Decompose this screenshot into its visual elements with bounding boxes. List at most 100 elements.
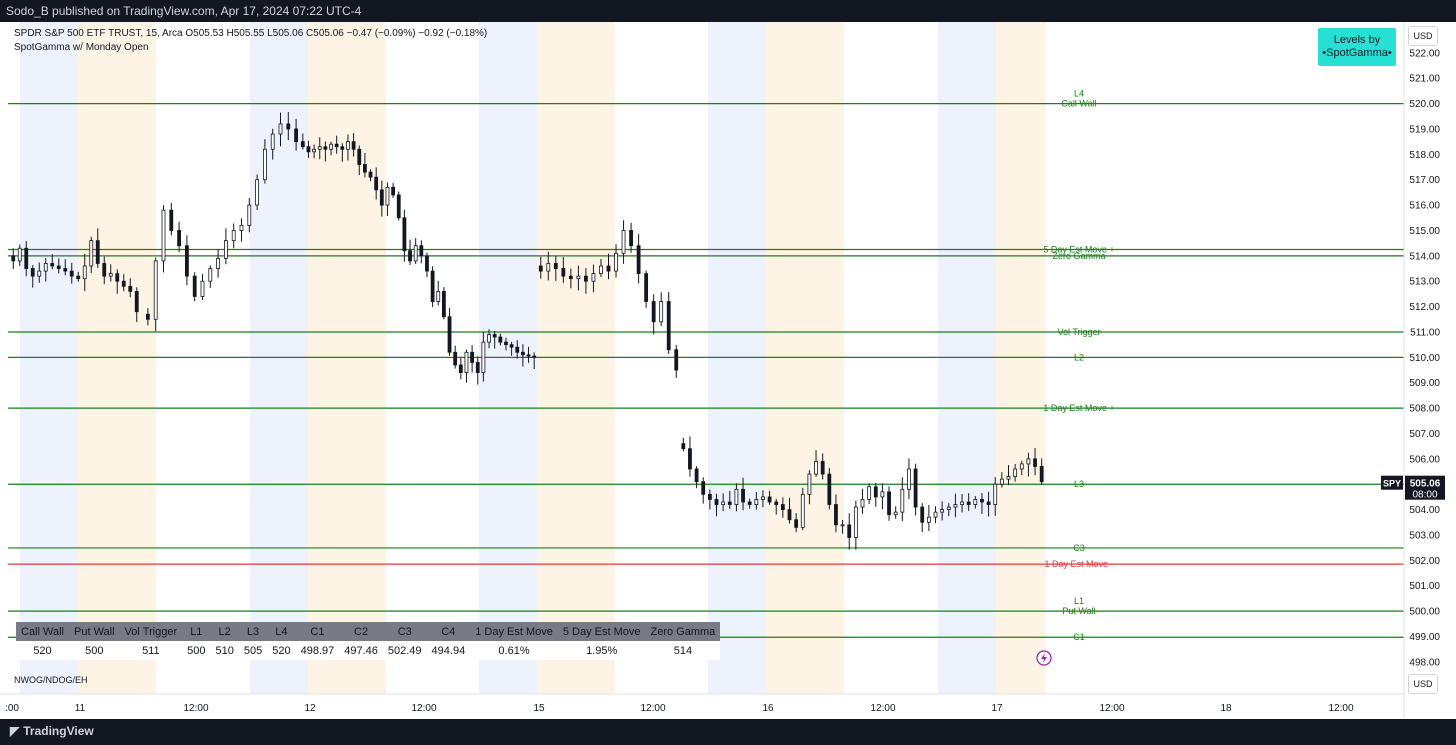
x-tick-label: 12:00 bbox=[1099, 703, 1124, 714]
candle bbox=[946, 503, 951, 517]
table-value-cell: 505 bbox=[238, 641, 268, 660]
candle bbox=[714, 493, 719, 517]
table-value-cell: 514 bbox=[645, 641, 721, 660]
currency-button-lower[interactable]: USD bbox=[1408, 674, 1438, 694]
candle bbox=[834, 494, 838, 533]
candle-body-up bbox=[591, 273, 596, 282]
candle bbox=[694, 466, 699, 489]
badge-line-1: Levels by bbox=[1333, 34, 1381, 46]
candle-body-down bbox=[747, 501, 752, 505]
candle bbox=[688, 436, 692, 477]
candle-body-up bbox=[576, 275, 581, 280]
table-value-cell: 494.94 bbox=[426, 641, 471, 660]
candle-body-up bbox=[900, 488, 905, 513]
candle bbox=[986, 491, 991, 517]
candle bbox=[121, 274, 126, 292]
candle bbox=[734, 483, 739, 512]
candle bbox=[312, 144, 317, 159]
candle-body-down bbox=[177, 230, 182, 247]
candle-body-down bbox=[169, 209, 174, 231]
candle-body-up bbox=[807, 473, 812, 495]
candle-body-down bbox=[453, 351, 458, 366]
currency-button[interactable]: USD bbox=[1408, 26, 1438, 46]
candle bbox=[11, 248, 16, 270]
candle-body-up bbox=[893, 511, 898, 516]
candle bbox=[814, 450, 818, 477]
candle-body-down bbox=[532, 355, 537, 358]
candle-body-down bbox=[192, 275, 197, 297]
candle-body-down bbox=[396, 194, 401, 219]
candle-body-down bbox=[694, 468, 699, 483]
candle-body-up bbox=[89, 240, 94, 267]
candle-body-down bbox=[492, 334, 497, 338]
candle bbox=[860, 488, 865, 514]
table-header-cell: Zero Gamma bbox=[645, 622, 721, 641]
session-band bbox=[938, 22, 996, 694]
candle bbox=[820, 453, 825, 480]
table-value-cell: 500 bbox=[182, 641, 211, 660]
indicator-name[interactable]: SpotGamma w/ Monday Open bbox=[14, 42, 149, 53]
candle-body-down bbox=[584, 275, 588, 282]
tradingview-icon: ◤ bbox=[10, 724, 20, 738]
candle-body-down bbox=[286, 123, 291, 130]
candle-body-up bbox=[481, 341, 486, 373]
candle bbox=[379, 180, 384, 217]
chart-legend: SPDR S&P 500 ETF TRUST, 15, Arca O505.53… bbox=[14, 27, 487, 55]
table-header-cell: C1 bbox=[295, 622, 340, 641]
candle bbox=[334, 135, 339, 154]
candle bbox=[17, 244, 22, 266]
candle-body-down bbox=[714, 499, 719, 505]
candle-body-up bbox=[621, 230, 626, 254]
y-tick-label: 506.00 bbox=[1409, 454, 1440, 465]
tradingview-logo[interactable]: ◤ TradingView bbox=[10, 724, 94, 738]
symbol-description[interactable]: SPDR S&P 500 ETF TRUST, 15, Arca bbox=[14, 28, 183, 39]
candle bbox=[520, 344, 525, 367]
candle bbox=[286, 111, 291, 141]
level-tag: L1 bbox=[1074, 596, 1084, 606]
candle-body-up bbox=[37, 270, 42, 277]
y-tick-label: 519.00 bbox=[1409, 124, 1440, 135]
level-label: Zero Gamma bbox=[1052, 251, 1105, 261]
candle-body-down bbox=[520, 351, 525, 356]
candle-body-down bbox=[76, 275, 81, 280]
candle bbox=[880, 483, 885, 510]
y-tick-label: 499.00 bbox=[1409, 632, 1440, 643]
candle-body-down bbox=[834, 504, 838, 526]
table-value-cell: 498.97 bbox=[295, 641, 340, 660]
candle bbox=[1039, 458, 1044, 485]
candle-body-down bbox=[340, 146, 345, 150]
ohlc-readout: O505.53 H505.55 L505.06 C505.06 −0.47 (−… bbox=[185, 28, 488, 39]
candle-body-down bbox=[707, 493, 712, 500]
level-label: 1 Day Est Move - bbox=[1044, 559, 1113, 569]
alert-icon[interactable] bbox=[1036, 650, 1052, 666]
candle-body-up bbox=[734, 488, 739, 505]
candle-body-up bbox=[436, 290, 441, 302]
candle bbox=[357, 145, 362, 176]
candle bbox=[840, 519, 845, 534]
candle-body-down bbox=[300, 141, 305, 148]
y-tick-label: 520.00 bbox=[1409, 99, 1440, 110]
candle bbox=[953, 493, 958, 518]
candle bbox=[413, 238, 418, 264]
y-tick-label: 504.00 bbox=[1409, 505, 1440, 516]
y-tick-label: 516.00 bbox=[1409, 201, 1440, 212]
candle bbox=[247, 197, 252, 233]
candle bbox=[95, 228, 100, 268]
candle bbox=[644, 270, 649, 308]
lower-indicator-label[interactable]: NWOG/NDOG/EH bbox=[14, 675, 88, 685]
candle bbox=[294, 118, 299, 151]
candle-body-up bbox=[487, 334, 491, 343]
table-value-cell: 510 bbox=[210, 641, 239, 660]
candle-body-up bbox=[940, 509, 945, 513]
candle-body-up bbox=[800, 493, 805, 528]
candle bbox=[453, 345, 458, 369]
candle-body-down bbox=[666, 301, 671, 351]
candle-body-up bbox=[239, 224, 244, 231]
candle bbox=[346, 134, 350, 161]
candle-body-down bbox=[629, 230, 633, 247]
candle bbox=[436, 280, 441, 306]
candle bbox=[767, 491, 772, 505]
lightning-icon bbox=[1041, 653, 1047, 663]
candle-body-down bbox=[145, 313, 150, 320]
